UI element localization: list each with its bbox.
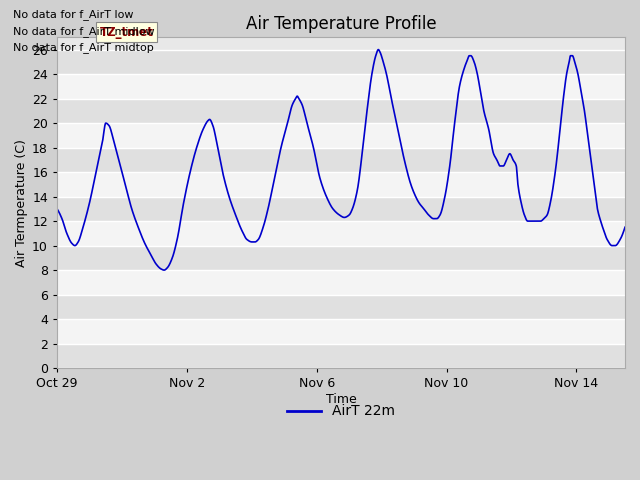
Bar	[57, 319, 625, 344]
Bar	[57, 74, 625, 98]
Bar	[57, 246, 625, 270]
X-axis label: Time: Time	[326, 393, 356, 406]
Bar	[57, 295, 625, 319]
Title: Air Temperature Profile: Air Temperature Profile	[246, 15, 436, 33]
Y-axis label: Air Termperature (C): Air Termperature (C)	[15, 139, 28, 267]
Bar	[57, 197, 625, 221]
Text: No data for f_AirT low: No data for f_AirT low	[13, 9, 133, 20]
Bar	[57, 221, 625, 246]
Bar	[57, 123, 625, 147]
Bar	[57, 98, 625, 123]
Bar	[57, 147, 625, 172]
Text: No data for f_AirT midlow: No data for f_AirT midlow	[13, 25, 154, 36]
Text: No data for f_AirT midtop: No data for f_AirT midtop	[13, 42, 154, 53]
Bar	[57, 172, 625, 197]
Legend: AirT 22m: AirT 22m	[281, 399, 401, 424]
Text: TZ_tmet: TZ_tmet	[100, 25, 154, 39]
Bar	[57, 344, 625, 368]
Bar	[57, 49, 625, 74]
Bar	[57, 270, 625, 295]
